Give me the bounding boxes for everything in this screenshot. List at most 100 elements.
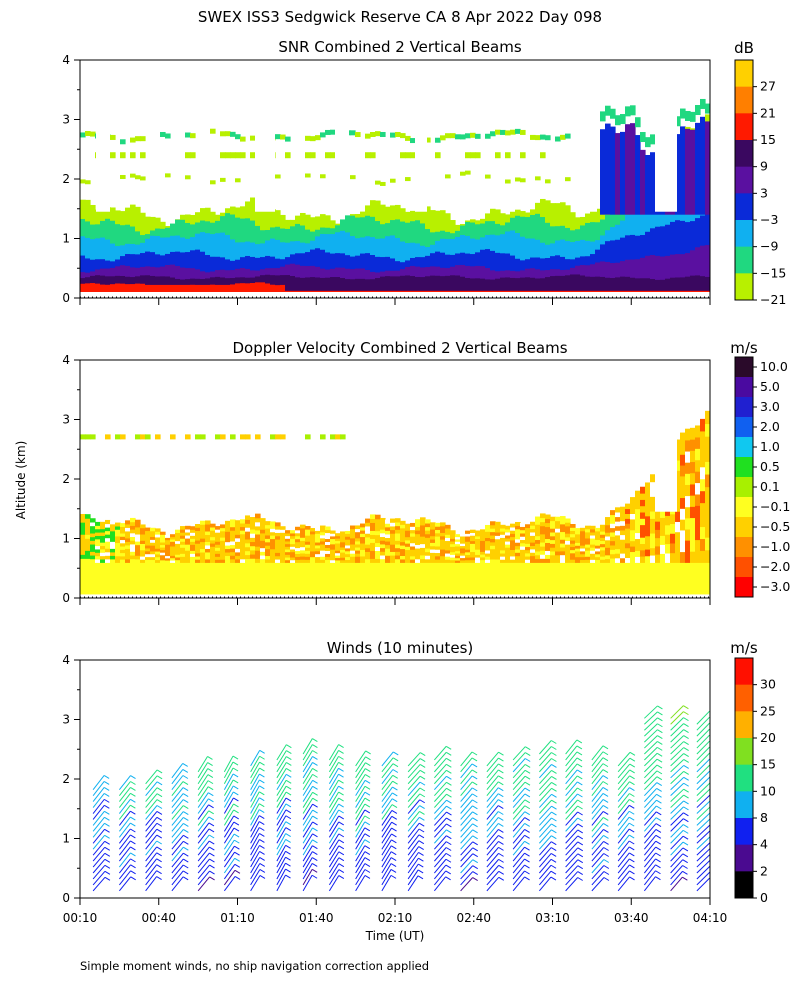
snr-cell (565, 290, 571, 292)
doppler-cell (535, 558, 541, 563)
snr-cell (705, 290, 710, 292)
doppler-cell (535, 547, 541, 552)
doppler-cell (355, 528, 361, 533)
wind-barb (644, 705, 658, 719)
wind-barb-flag (471, 769, 478, 774)
doppler-cell (500, 527, 506, 532)
wind-barb-flag (472, 877, 478, 881)
wind-barb-flag (232, 779, 239, 784)
wind-barb (302, 738, 313, 755)
doppler-cell (160, 549, 166, 553)
snr-cell (655, 255, 661, 292)
doppler-cell (695, 528, 701, 541)
wind-barb-flag (207, 780, 214, 785)
doppler-cell (570, 546, 576, 551)
doppler-cell (450, 530, 456, 534)
doppler-cell (105, 537, 111, 542)
doppler-cell (280, 535, 286, 539)
doppler-cell (145, 539, 151, 543)
snr-cell (210, 277, 216, 292)
doppler-cell (605, 528, 611, 533)
wind-barb-flag (259, 761, 265, 766)
snr-cell (465, 170, 471, 175)
snr-cell (635, 117, 641, 128)
wind-barb-flag (312, 762, 318, 766)
snr-cell (405, 290, 411, 292)
wind-barb-flag (233, 803, 239, 808)
doppler-cell (360, 539, 366, 544)
doppler-cell (265, 552, 271, 557)
wind-barb (591, 841, 604, 856)
snr-cell (390, 276, 396, 292)
wind-barb (223, 755, 234, 773)
doppler-cell (635, 538, 641, 546)
doppler-cell (700, 466, 706, 480)
wind-barb-flag (364, 863, 371, 867)
doppler-cell (625, 518, 631, 524)
doppler-cell (150, 550, 156, 555)
wind-barb-flag (629, 858, 635, 863)
snr-cell (375, 180, 381, 185)
wind-barb-flag (655, 829, 662, 833)
doppler-cell (385, 555, 391, 560)
wind-barb-flag (418, 822, 425, 827)
doppler-cell (105, 558, 111, 563)
wind-barb (92, 775, 105, 791)
doppler-cell (330, 551, 336, 555)
wind-barb-flag (183, 805, 189, 809)
doppler-cell (435, 529, 441, 534)
wind-barb-flag (656, 764, 663, 769)
snr-cell (380, 181, 386, 186)
doppler-cell (440, 552, 446, 557)
snr-cell (650, 134, 656, 145)
doppler-cell (185, 544, 191, 548)
wind-barb (539, 758, 552, 773)
doppler-cell (120, 559, 126, 563)
snr-cell (645, 290, 651, 292)
doppler-cell (455, 550, 461, 554)
doppler-cell (410, 552, 416, 557)
doppler-cell (145, 533, 151, 537)
snr-cell (545, 179, 551, 184)
doppler-cell (235, 548, 241, 553)
winds-x-axis: 00:10 00:40 01:10 01:40 02:10 02:40 03:10 03:40… (63, 898, 727, 925)
wind-barb (250, 761, 260, 779)
colorbar-swatch (735, 537, 753, 558)
snr-cell (225, 131, 231, 137)
wind-barb-flag (130, 775, 136, 780)
doppler-cell (385, 540, 391, 546)
snr-cell (185, 152, 191, 159)
wind-barb (92, 817, 105, 832)
wind-barb (276, 768, 287, 785)
wind-barb (644, 735, 658, 749)
wind-barb (328, 809, 340, 826)
wind-barb (486, 763, 499, 779)
snr-cell (625, 290, 631, 292)
wind-barb (355, 863, 366, 880)
doppler-cell (365, 540, 371, 545)
snr-cell (130, 152, 136, 159)
doppler-cell (375, 530, 381, 536)
doppler-cell (460, 552, 466, 556)
snr-cell (425, 290, 431, 292)
wind-barb-flag (629, 757, 636, 762)
doppler-cell (410, 559, 416, 563)
wind-barb (302, 821, 313, 838)
doppler-cell (645, 515, 651, 523)
wind-barb (381, 816, 393, 832)
doppler-cell (450, 556, 456, 561)
wind-barb (670, 735, 684, 749)
wind-barb (197, 774, 209, 790)
doppler-cell (80, 434, 86, 440)
wind-barb (118, 787, 131, 802)
doppler-cell (465, 535, 471, 540)
doppler-cell (520, 559, 526, 563)
snr-cell (650, 152, 656, 215)
colorbar-label: 0.5 (760, 459, 780, 474)
snr-cell (190, 152, 196, 159)
wind-barb (539, 770, 552, 785)
doppler-cell (525, 549, 531, 554)
wind-barb (276, 809, 287, 826)
snr-cell (320, 132, 326, 138)
doppler-cell (400, 551, 406, 556)
